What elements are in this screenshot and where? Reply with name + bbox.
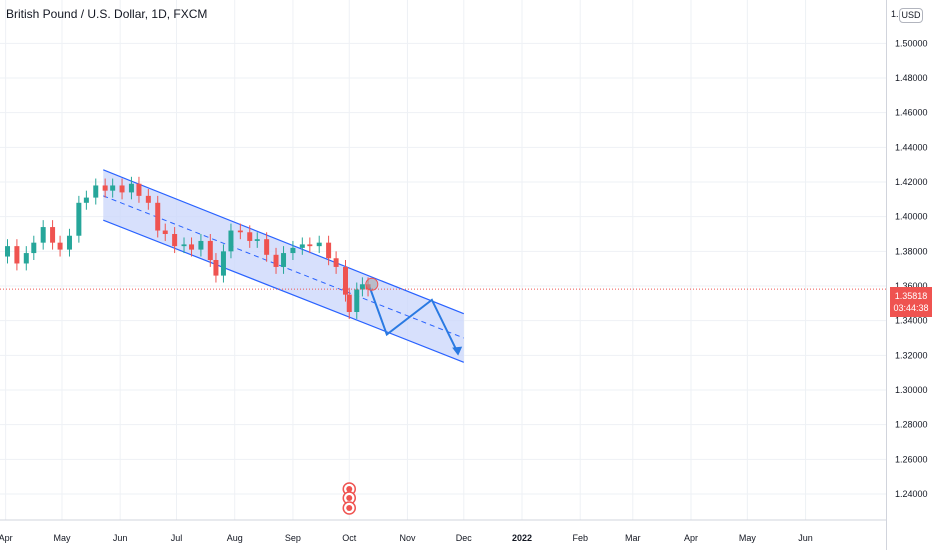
candle-body bbox=[110, 185, 116, 191]
candle-body bbox=[247, 232, 253, 241]
bar-countdown: 03:44:38 bbox=[893, 303, 929, 313]
event-flag-dot bbox=[346, 505, 353, 511]
price-axis-ticks: 1.24000 1.26000 1.28000 1.30000 1.32000 1.340… bbox=[891, 9, 928, 499]
price-tick-label: 1.24000 bbox=[895, 489, 928, 499]
time-tick-label: Oct bbox=[342, 533, 357, 543]
price-tick-label: 1.48000 bbox=[895, 73, 928, 83]
price-tick-label: 1.30000 bbox=[895, 385, 928, 395]
candle-body bbox=[181, 244, 187, 247]
candle-body bbox=[316, 242, 322, 247]
candle-body bbox=[76, 202, 82, 236]
price-tick-label: 1. bbox=[891, 9, 899, 19]
candle-body bbox=[237, 230, 243, 233]
time-tick-label: Mar bbox=[625, 533, 641, 543]
candle-body bbox=[172, 234, 178, 247]
channel-upper-line[interactable] bbox=[103, 169, 465, 315]
price-tick-label: 1.42000 bbox=[895, 177, 928, 187]
price-tick-label: 1.50000 bbox=[895, 38, 928, 48]
price-axis[interactable]: 1.24000 1.26000 1.28000 1.30000 1.32000 1.340… bbox=[886, 0, 932, 550]
marker-circle bbox=[365, 277, 379, 291]
candle-body bbox=[23, 253, 29, 264]
price-tick-label: 1.26000 bbox=[895, 454, 928, 464]
candle-body bbox=[290, 247, 296, 254]
candle-body bbox=[326, 242, 332, 259]
candle-body bbox=[102, 185, 108, 191]
candle-body bbox=[119, 185, 125, 193]
candle-body bbox=[264, 239, 270, 255]
candle-body bbox=[50, 227, 56, 243]
candle-body bbox=[343, 266, 349, 295]
candle-body bbox=[31, 242, 37, 254]
candle-body bbox=[128, 183, 134, 193]
candle-body bbox=[273, 254, 279, 267]
candle-body bbox=[354, 289, 360, 312]
time-tick-label: Feb bbox=[572, 533, 588, 543]
time-tick-label: Dec bbox=[456, 533, 473, 543]
candle-body bbox=[93, 185, 99, 198]
candle-body bbox=[136, 183, 142, 196]
candle-body bbox=[228, 230, 234, 252]
time-tick-label: Jun bbox=[113, 533, 128, 543]
candle-body bbox=[155, 202, 161, 231]
price-tick-label: 1.46000 bbox=[895, 108, 928, 118]
candle-body bbox=[14, 246, 20, 264]
candle-body bbox=[333, 258, 339, 267]
time-tick-label: Sep bbox=[285, 533, 301, 543]
candle-body bbox=[40, 227, 46, 243]
candle-body bbox=[207, 240, 213, 260]
time-tick-label: 2022 bbox=[512, 533, 532, 543]
event-flag-dot bbox=[346, 495, 353, 501]
price-tick-label: 1.40000 bbox=[895, 212, 928, 222]
time-tick-label: Nov bbox=[399, 533, 416, 543]
price-tick-label: 1.38000 bbox=[895, 246, 928, 256]
price-tick-label: 1.32000 bbox=[895, 350, 928, 360]
time-tick-label: May bbox=[53, 533, 71, 543]
candle-body bbox=[254, 239, 260, 241]
candle-body bbox=[145, 195, 151, 203]
candle-body bbox=[281, 253, 287, 267]
time-tick-label: Jul bbox=[171, 533, 183, 543]
projection-path[interactable] bbox=[368, 287, 460, 355]
time-tick-label: Aug bbox=[227, 533, 243, 543]
time-tick-label: May bbox=[739, 533, 757, 543]
price-tick-label: 1.44000 bbox=[895, 142, 928, 152]
candle-body bbox=[189, 244, 195, 250]
candle-body bbox=[66, 235, 72, 250]
price-tick-label: 1.34000 bbox=[895, 316, 928, 326]
candle-body bbox=[5, 246, 11, 257]
event-flag-dot bbox=[346, 486, 353, 492]
time-tick-label: Apr bbox=[0, 533, 13, 543]
projection-arrowhead bbox=[452, 346, 463, 356]
time-tick-label: Jun bbox=[798, 533, 813, 543]
channel-lower-line[interactable] bbox=[103, 219, 465, 363]
candle-body bbox=[162, 230, 168, 234]
price-tick-label: 1.28000 bbox=[895, 420, 928, 430]
candle-body bbox=[83, 197, 89, 203]
candle-body bbox=[346, 294, 352, 312]
time-tick-label: Apr bbox=[684, 533, 698, 543]
candle-body bbox=[198, 240, 204, 250]
symbol-title: British Pound / U.S. Dollar, 1D, FXCM bbox=[6, 7, 208, 21]
candle-body bbox=[213, 260, 219, 276]
last-price-tag: 1.35818 03:44:38 bbox=[890, 287, 932, 317]
candle-body bbox=[57, 242, 63, 250]
candle-body bbox=[359, 284, 365, 290]
currency-selector[interactable]: USD bbox=[899, 8, 923, 23]
last-price-label: 1.35818 bbox=[894, 291, 928, 301]
candle-body bbox=[299, 244, 305, 248]
candle-body bbox=[307, 244, 313, 247]
price-tick-label: 1.36000 bbox=[895, 281, 928, 291]
candle-body bbox=[220, 251, 226, 276]
